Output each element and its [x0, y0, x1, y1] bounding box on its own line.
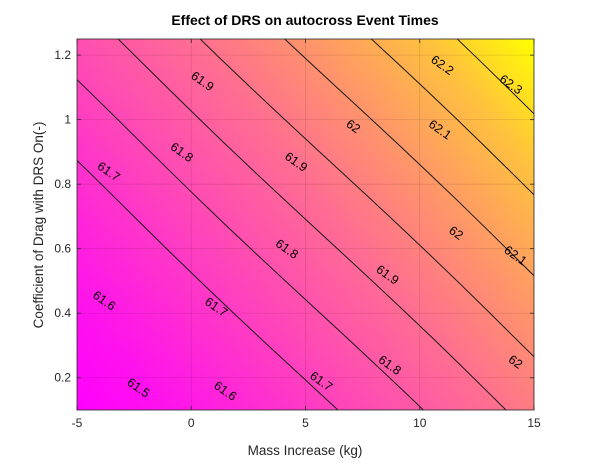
contour-label: 62 — [506, 352, 525, 371]
contour-line — [77, 159, 339, 410]
contour-line — [370, 39, 534, 196]
contour-lines — [77, 32, 589, 421]
contour-fill — [77, 39, 534, 410]
x-tick-label: 0 — [188, 416, 195, 430]
x-tick-label: 5 — [302, 416, 309, 430]
chart-title: Effect of DRS on autocross Event Times — [171, 12, 439, 28]
contour-label: 62 — [446, 223, 465, 242]
y-tick-label: 0.2 — [54, 371, 71, 385]
x-tick-label: 10 — [413, 416, 427, 430]
y-tick-label: 1 — [64, 113, 71, 127]
y-tick-label: 0.8 — [54, 177, 71, 191]
contour-line — [199, 39, 534, 358]
x-tick-label: 15 — [527, 416, 541, 430]
contour-line — [456, 39, 534, 115]
contour-line — [283, 39, 534, 277]
x-tick-label: -5 — [72, 416, 83, 430]
contour-label: 62 — [343, 117, 362, 136]
contour-line — [117, 39, 507, 410]
y-axis-title: Coefficient of Drag with DRS On(-) — [31, 122, 46, 329]
grid — [77, 39, 534, 410]
contour-line — [77, 78, 425, 410]
x-axis-title: Mass Increase (kg) — [248, 443, 363, 458]
y-tick-label: 0.6 — [54, 242, 71, 256]
y-tick-label: 0.4 — [54, 306, 71, 320]
y-tick-label: 1.2 — [54, 48, 71, 62]
contour-line — [533, 32, 589, 421]
